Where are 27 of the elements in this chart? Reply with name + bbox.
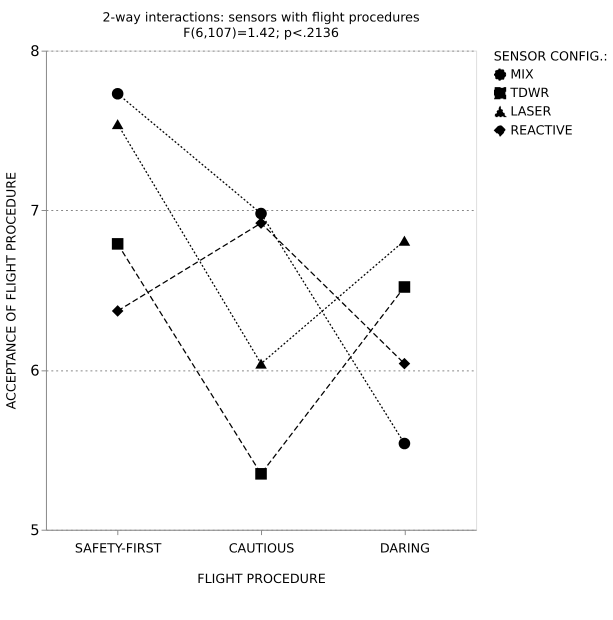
x-tick-label: DARING — [380, 540, 430, 556]
x-tick-label: CAUTIOUS — [228, 540, 294, 556]
point — [112, 88, 124, 100]
legend-label: LASER — [510, 104, 552, 119]
legend-title: SENSOR CONFIG.: — [494, 48, 608, 64]
point — [112, 119, 124, 130]
point — [112, 305, 124, 317]
x-axis-title: FLIGHT PROCEDURE — [197, 571, 326, 586]
y-axis-title: ACCEPTANCE OF FLIGHT PROCEDURE — [4, 172, 19, 410]
legend-label: TDWR — [509, 85, 550, 100]
point — [398, 236, 410, 246]
point — [255, 208, 267, 220]
legend-label: MIX — [510, 66, 534, 82]
point — [398, 358, 410, 370]
y-tick-label: 6 — [30, 362, 40, 380]
legend-label: REACTIVE — [510, 122, 573, 138]
point — [255, 468, 267, 480]
x-tick-label: SAFETY-FIRST — [74, 540, 162, 556]
chart-subtitle: F(6,107)=1.42; p<.2136 — [183, 24, 339, 40]
y-tick-label: 7 — [30, 202, 40, 220]
point — [112, 238, 124, 250]
y-tick-label: 5 — [30, 522, 40, 540]
point — [255, 358, 267, 369]
point — [398, 281, 410, 293]
y-tick-label: 8 — [30, 43, 40, 60]
point — [398, 438, 410, 450]
chart-title: 2-way interactions: sensors with flight procedures — [102, 9, 420, 24]
